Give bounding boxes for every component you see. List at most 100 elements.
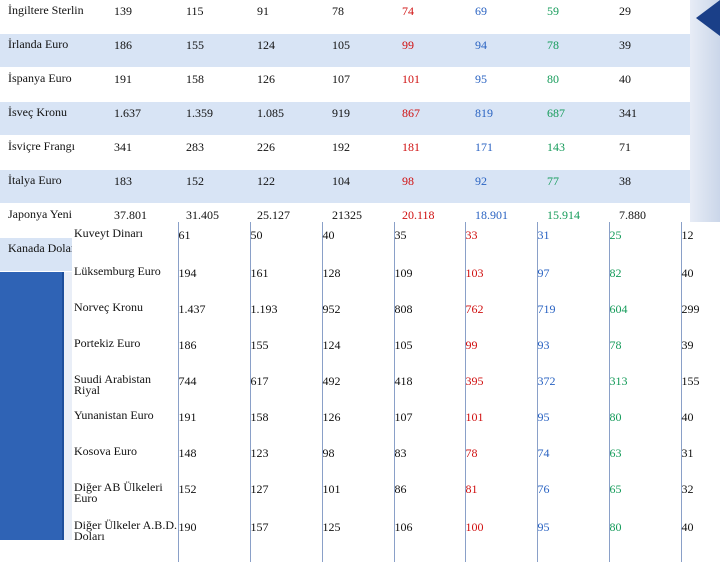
rate-cell: 1.193 (249, 296, 322, 332)
country-currency-label: İngiltere Sterlin (0, 0, 114, 34)
rate-cell: 158 (186, 67, 257, 102)
rate-cell: 80 (608, 514, 681, 562)
rate-cell: 808 (393, 296, 465, 332)
country-currency-label: Lüksemburg Euro (72, 260, 178, 296)
country-currency-label: İrlanda Euro (0, 33, 114, 68)
rate-cell: 95 (536, 514, 609, 562)
rate-cell: 192 (332, 135, 402, 170)
rate-cell: 74 (402, 0, 475, 34)
table-row: İrlanda Euro 186 155 124 105 99 94 78 39 (0, 33, 690, 68)
table-row: Portekiz Euro 186 155 124 105 99 93 78 39 (72, 332, 720, 368)
rate-cell: 65 (608, 476, 681, 514)
country-currency-label: İsviçre Frangı (0, 135, 114, 170)
table-row: Lüksemburg Euro 194 161 128 109 103 97 82 40 (72, 260, 720, 296)
rate-cell: 83 (393, 440, 465, 476)
rate-cell: 105 (393, 332, 465, 368)
rate-cell: 155 (249, 332, 322, 368)
table-row: Suudi Arabistan Riyal 744 617 492 418 395 372 3… (72, 368, 720, 404)
rate-cell: 40 (680, 404, 720, 440)
table-row: Kosova Euro 148 123 98 83 78 74 63 31 (72, 440, 720, 476)
rate-cell: 157 (249, 514, 322, 562)
rate-cell: 124 (321, 332, 394, 368)
rate-cell: 33 (464, 222, 537, 260)
rate-cell: 105 (332, 33, 402, 68)
rate-cell: 395 (464, 368, 537, 404)
rate-cell: 1.359 (186, 101, 257, 136)
rate-cell: 94 (475, 33, 547, 68)
rate-cell: 124 (257, 33, 332, 68)
rate-cell: 341 (114, 135, 186, 170)
rate-cell: 867 (402, 101, 475, 136)
rate-cell: 38 (619, 169, 690, 204)
rate-cell: 101 (321, 476, 394, 514)
rate-cell: 183 (114, 169, 186, 204)
rate-cell: 161 (249, 260, 322, 296)
rate-cell: 35 (393, 222, 465, 260)
country-currency-label: İsveç Kronu (0, 101, 114, 136)
rate-cell: 617 (249, 368, 322, 404)
rate-cell: 139 (114, 0, 186, 34)
rate-cell: 186 (177, 332, 250, 368)
table-row: İsveç Kronu 1.637 1.359 1.085 919 867 819 687 34… (0, 101, 690, 136)
rate-cell: 82 (608, 260, 681, 296)
rate-cell: 78 (608, 332, 681, 368)
rate-cell: 226 (257, 135, 332, 170)
rate-cell: 762 (464, 296, 537, 332)
rate-cell: 101 (464, 404, 537, 440)
country-currency-label: Yunanistan Euro (72, 404, 178, 440)
rate-cell: 78 (464, 440, 537, 476)
table-row: İspanya Euro 191 158 126 107 101 95 80 40 (0, 67, 690, 102)
rate-cell: 12 (680, 222, 720, 260)
rate-cell: 919 (332, 101, 402, 136)
rate-cell: 40 (619, 67, 690, 102)
rate-cell: 418 (393, 368, 465, 404)
rate-cell: 148 (177, 440, 250, 476)
rate-cell: 50 (249, 222, 322, 260)
rate-cell: 123 (249, 440, 322, 476)
rate-cell: 115 (186, 0, 257, 34)
rate-cell: 186 (114, 33, 186, 68)
country-currency-label: Diğer AB Ülkeleri Euro (72, 476, 178, 514)
rate-cell: 952 (321, 296, 394, 332)
allowance-table-bottom: Kuveyt Dinarı 61 50 40 35 33 31 25 12 Lüksemburg … (72, 222, 720, 562)
table-row: İngiltere Sterlin 139 115 91 78 74 69 59 29 (0, 0, 690, 34)
rate-cell: 78 (547, 33, 619, 68)
table-row: İsviçre Frangı 341 283 226 192 181 171 143 71 (0, 135, 690, 170)
rate-cell: 127 (249, 476, 322, 514)
rate-cell: 604 (608, 296, 681, 332)
rate-cell: 492 (321, 368, 394, 404)
rate-cell: 106 (393, 514, 465, 562)
rate-cell: 81 (464, 476, 537, 514)
rate-cell: 95 (536, 404, 609, 440)
rate-cell: 152 (186, 169, 257, 204)
rate-cell: 158 (249, 404, 322, 440)
country-currency-label: Norveç Kronu (72, 296, 178, 332)
rate-cell: 1.637 (114, 101, 186, 136)
table-row: İtalya Euro 183 152 122 104 98 92 77 38 (0, 169, 690, 204)
rate-cell: 91 (257, 0, 332, 34)
rate-cell: 109 (393, 260, 465, 296)
rate-cell: 125 (321, 514, 394, 562)
rate-cell: 103 (464, 260, 537, 296)
nav-arrow-icon[interactable] (696, 0, 720, 36)
rate-cell: 299 (680, 296, 720, 332)
rate-cell: 171 (475, 135, 547, 170)
rate-cell: 80 (547, 67, 619, 102)
table-row: Yunanistan Euro 191 158 126 107 101 95 80 40 (72, 404, 720, 440)
rate-cell: 101 (402, 67, 475, 102)
rate-cell: 107 (393, 404, 465, 440)
rate-cell: 69 (475, 0, 547, 34)
rate-cell: 98 (402, 169, 475, 204)
rate-cell: 155 (680, 368, 720, 404)
rate-cell: 194 (177, 260, 250, 296)
rate-cell: 77 (547, 169, 619, 204)
rate-cell: 1.437 (177, 296, 250, 332)
rate-cell: 39 (680, 332, 720, 368)
table-row: Diğer AB Ülkeleri Euro 152 127 101 86 81 76 65 3… (72, 476, 720, 514)
rate-cell: 99 (402, 33, 475, 68)
rate-cell: 98 (321, 440, 394, 476)
rate-cell: 372 (536, 368, 609, 404)
country-currency-label: Suudi Arabistan Riyal (72, 368, 178, 404)
rate-cell: 97 (536, 260, 609, 296)
rate-cell: 819 (475, 101, 547, 136)
